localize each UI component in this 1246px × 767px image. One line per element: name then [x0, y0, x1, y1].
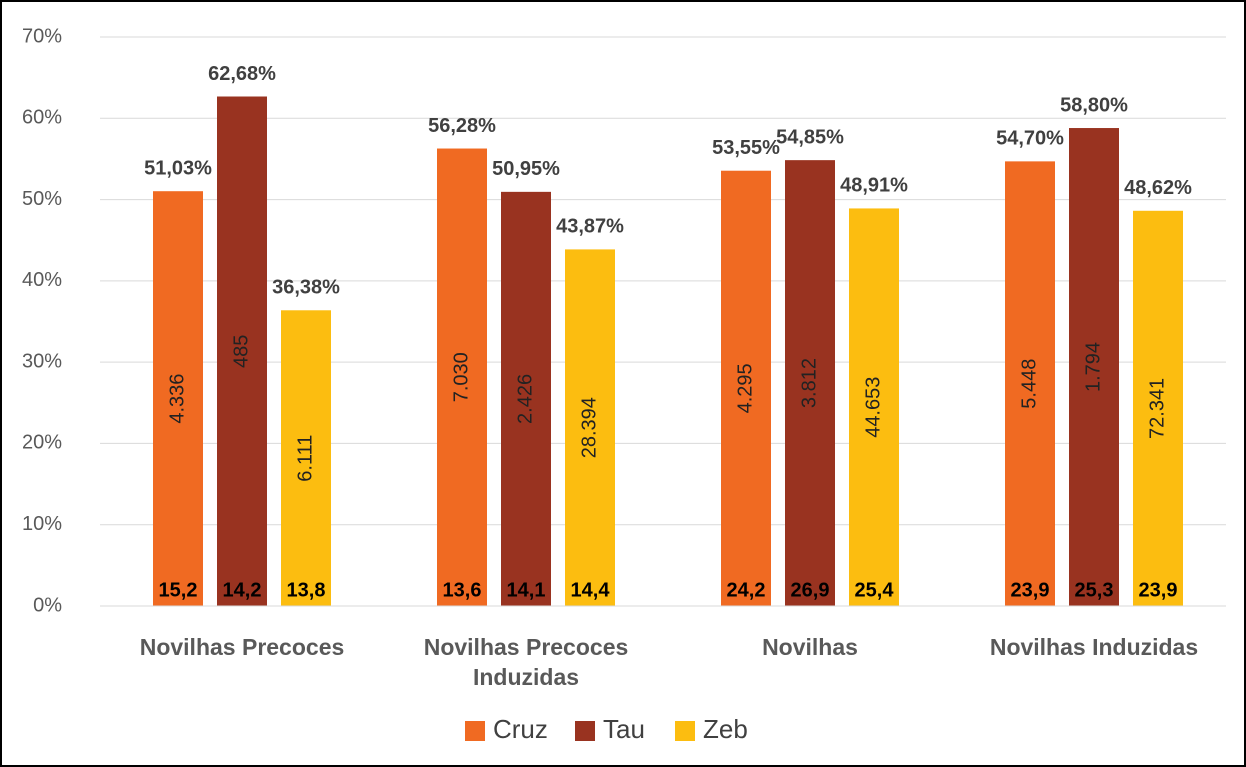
value-label: 48,91% — [840, 175, 908, 197]
base-label: 14,2 — [223, 579, 262, 601]
value-label: 62,68% — [208, 63, 276, 85]
bar — [1133, 210, 1183, 606]
y-tick-label: 30% — [22, 350, 62, 372]
bar — [217, 96, 267, 606]
base-label: 26,9 — [791, 579, 830, 601]
y-tick-label: 0% — [33, 594, 62, 616]
legend-swatch — [465, 721, 485, 741]
value-label: 51,03% — [144, 157, 212, 179]
value-label: 56,28% — [428, 115, 496, 137]
base-label: 13,6 — [443, 579, 482, 601]
base-label: 23,9 — [1011, 579, 1050, 601]
count-label: 3.812 — [798, 358, 820, 408]
bar — [281, 310, 331, 606]
base-label: 25,3 — [1075, 579, 1114, 601]
value-label: 48,62% — [1124, 177, 1192, 199]
bar — [1069, 128, 1119, 607]
count-label: 2.426 — [514, 374, 536, 424]
bar — [849, 208, 899, 606]
legend-label: Zeb — [703, 714, 748, 744]
x-tick-label: Novilhas — [762, 634, 858, 660]
bar — [153, 191, 203, 606]
y-tick-label: 20% — [22, 432, 62, 454]
bar — [437, 148, 487, 607]
count-label: 4.295 — [734, 363, 756, 413]
count-label: 72.341 — [1146, 378, 1168, 439]
bar — [721, 170, 771, 606]
count-label: 44.653 — [862, 377, 884, 438]
count-label: 6.111 — [294, 435, 316, 482]
y-tick-label: 60% — [22, 107, 62, 129]
x-tick-label: Novilhas Precoces Induzidas — [423, 634, 629, 690]
value-label: 53,55% — [712, 137, 780, 159]
value-label: 43,87% — [556, 216, 624, 238]
legend-label: Cruz — [493, 714, 548, 744]
value-label: 36,38% — [272, 277, 340, 299]
count-label: 5.448 — [1018, 359, 1040, 409]
count-label: 1.794 — [1082, 342, 1104, 392]
y-tick-label: 40% — [22, 269, 62, 291]
base-label: 14,1 — [507, 579, 546, 601]
value-label: 50,95% — [492, 158, 560, 180]
count-label: 485 — [230, 335, 252, 368]
x-tick-label: Novilhas Precoces — [139, 634, 345, 660]
count-label: 4.336 — [166, 374, 188, 424]
count-label: 28.394 — [578, 397, 600, 458]
bar — [501, 191, 551, 606]
legend-swatch — [675, 721, 695, 741]
y-tick-label: 10% — [22, 513, 62, 535]
base-label: 24,2 — [727, 579, 766, 601]
y-tick-label: 70% — [22, 25, 62, 47]
base-label: 15,2 — [159, 579, 198, 601]
count-label: 7.030 — [450, 352, 472, 402]
value-label: 54,70% — [996, 128, 1064, 150]
bar — [565, 249, 615, 606]
base-label: 23,9 — [1139, 579, 1178, 601]
y-tick-label: 50% — [22, 188, 62, 210]
legend-swatch — [575, 721, 595, 741]
x-tick-label: Novilhas Induzidas — [989, 634, 1199, 660]
value-label: 58,80% — [1060, 94, 1128, 116]
legend-label: Tau — [603, 714, 645, 744]
base-label: 13,8 — [287, 579, 326, 601]
base-label: 25,4 — [855, 579, 895, 601]
value-label: 54,85% — [776, 126, 844, 148]
bar — [1005, 161, 1055, 607]
bar — [785, 160, 835, 606]
base-label: 14,4 — [571, 579, 611, 601]
